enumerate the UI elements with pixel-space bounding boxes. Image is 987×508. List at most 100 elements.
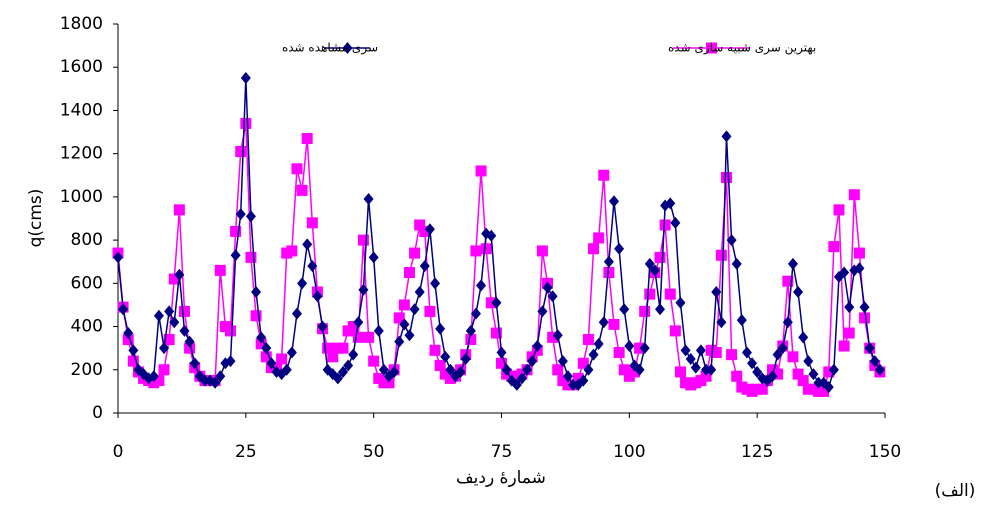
data-point — [164, 305, 175, 318]
data-point — [394, 335, 405, 348]
data-point — [225, 355, 236, 368]
data-point — [711, 285, 722, 298]
data-point — [276, 353, 288, 365]
data-point — [624, 340, 635, 353]
data-point — [286, 245, 298, 257]
data-point — [404, 329, 415, 342]
y-tick-label: 200 — [71, 360, 103, 380]
data-point — [409, 247, 421, 259]
data-point — [235, 208, 246, 221]
data-point — [214, 264, 226, 276]
data-point — [317, 320, 328, 333]
data-point — [552, 364, 564, 376]
data-point — [174, 268, 185, 281]
data-point — [215, 370, 226, 383]
data-point — [701, 363, 712, 376]
data-point — [798, 331, 809, 344]
data-point — [649, 264, 660, 277]
x-tick-label: 0 — [113, 442, 124, 462]
data-point — [429, 344, 441, 356]
data-point — [731, 257, 742, 270]
data-point — [859, 301, 870, 314]
data-point — [210, 376, 221, 389]
data-point — [398, 299, 410, 311]
legend-label: بهترین سری شبیه سازی شده — [668, 41, 816, 56]
data-point — [476, 279, 487, 292]
data-point — [312, 290, 323, 303]
x-axis-title: شمارهٔ ردیف — [456, 468, 546, 488]
data-point — [685, 352, 696, 365]
data-point — [782, 275, 794, 287]
data-point — [516, 372, 527, 385]
data-point — [593, 232, 605, 244]
data-point — [720, 171, 732, 183]
data-point — [843, 327, 855, 339]
data-point — [179, 324, 190, 337]
data-point — [619, 303, 630, 316]
data-point — [291, 163, 303, 175]
data-point — [153, 309, 164, 322]
data-point — [389, 365, 400, 378]
data-point — [655, 303, 666, 316]
data-point — [772, 348, 783, 361]
data-point — [715, 249, 727, 261]
data-point — [582, 334, 594, 346]
data-point — [256, 331, 267, 344]
data-point — [230, 249, 241, 262]
data-point — [552, 329, 563, 342]
data-point — [838, 340, 850, 352]
data-point — [128, 344, 139, 357]
data-point — [741, 346, 752, 359]
data-point — [613, 346, 625, 358]
data-point — [853, 247, 865, 259]
data-point — [664, 288, 676, 300]
data-point — [199, 374, 210, 387]
data-point — [583, 363, 594, 376]
data-point — [511, 378, 522, 391]
data-point — [844, 301, 855, 314]
data-point — [363, 193, 374, 206]
data-point — [721, 130, 732, 143]
data-point — [245, 251, 257, 263]
data-point — [782, 316, 793, 329]
data-point — [363, 331, 375, 343]
data-point — [562, 370, 573, 383]
data-point — [343, 359, 354, 372]
data-point — [306, 217, 318, 229]
data-point — [399, 318, 410, 331]
data-point — [496, 346, 507, 359]
data-point — [480, 243, 492, 255]
y-tick-label: 800 — [71, 230, 103, 250]
x-tick-label: 125 — [741, 442, 773, 462]
data-point — [491, 296, 502, 309]
y-tick-label: 1200 — [60, 144, 103, 164]
data-point — [393, 312, 405, 324]
data-point — [854, 262, 865, 275]
data-point — [828, 241, 840, 253]
data-point — [251, 285, 262, 298]
data-point — [674, 366, 686, 378]
data-point — [547, 290, 558, 303]
legend-label: سری مشاهده شده — [282, 41, 378, 56]
data-point — [716, 316, 727, 329]
data-point — [159, 342, 170, 355]
x-tick-label: 150 — [869, 442, 901, 462]
data-point — [864, 342, 875, 355]
data-point — [224, 325, 236, 337]
data-point — [460, 352, 471, 365]
data-point — [373, 324, 384, 337]
y-tick-label: 0 — [92, 403, 103, 423]
y-tick-label: 1800 — [60, 14, 103, 34]
data-point — [669, 325, 681, 337]
data-point — [588, 348, 599, 361]
data-point — [158, 364, 170, 376]
data-point — [297, 277, 308, 290]
data-point — [261, 342, 272, 355]
data-point — [690, 361, 701, 374]
data-point — [230, 225, 242, 237]
data-point — [424, 305, 436, 317]
data-point — [430, 277, 441, 290]
y-tick-label: 1000 — [60, 187, 103, 207]
data-point — [659, 219, 671, 231]
data-point — [710, 346, 722, 358]
